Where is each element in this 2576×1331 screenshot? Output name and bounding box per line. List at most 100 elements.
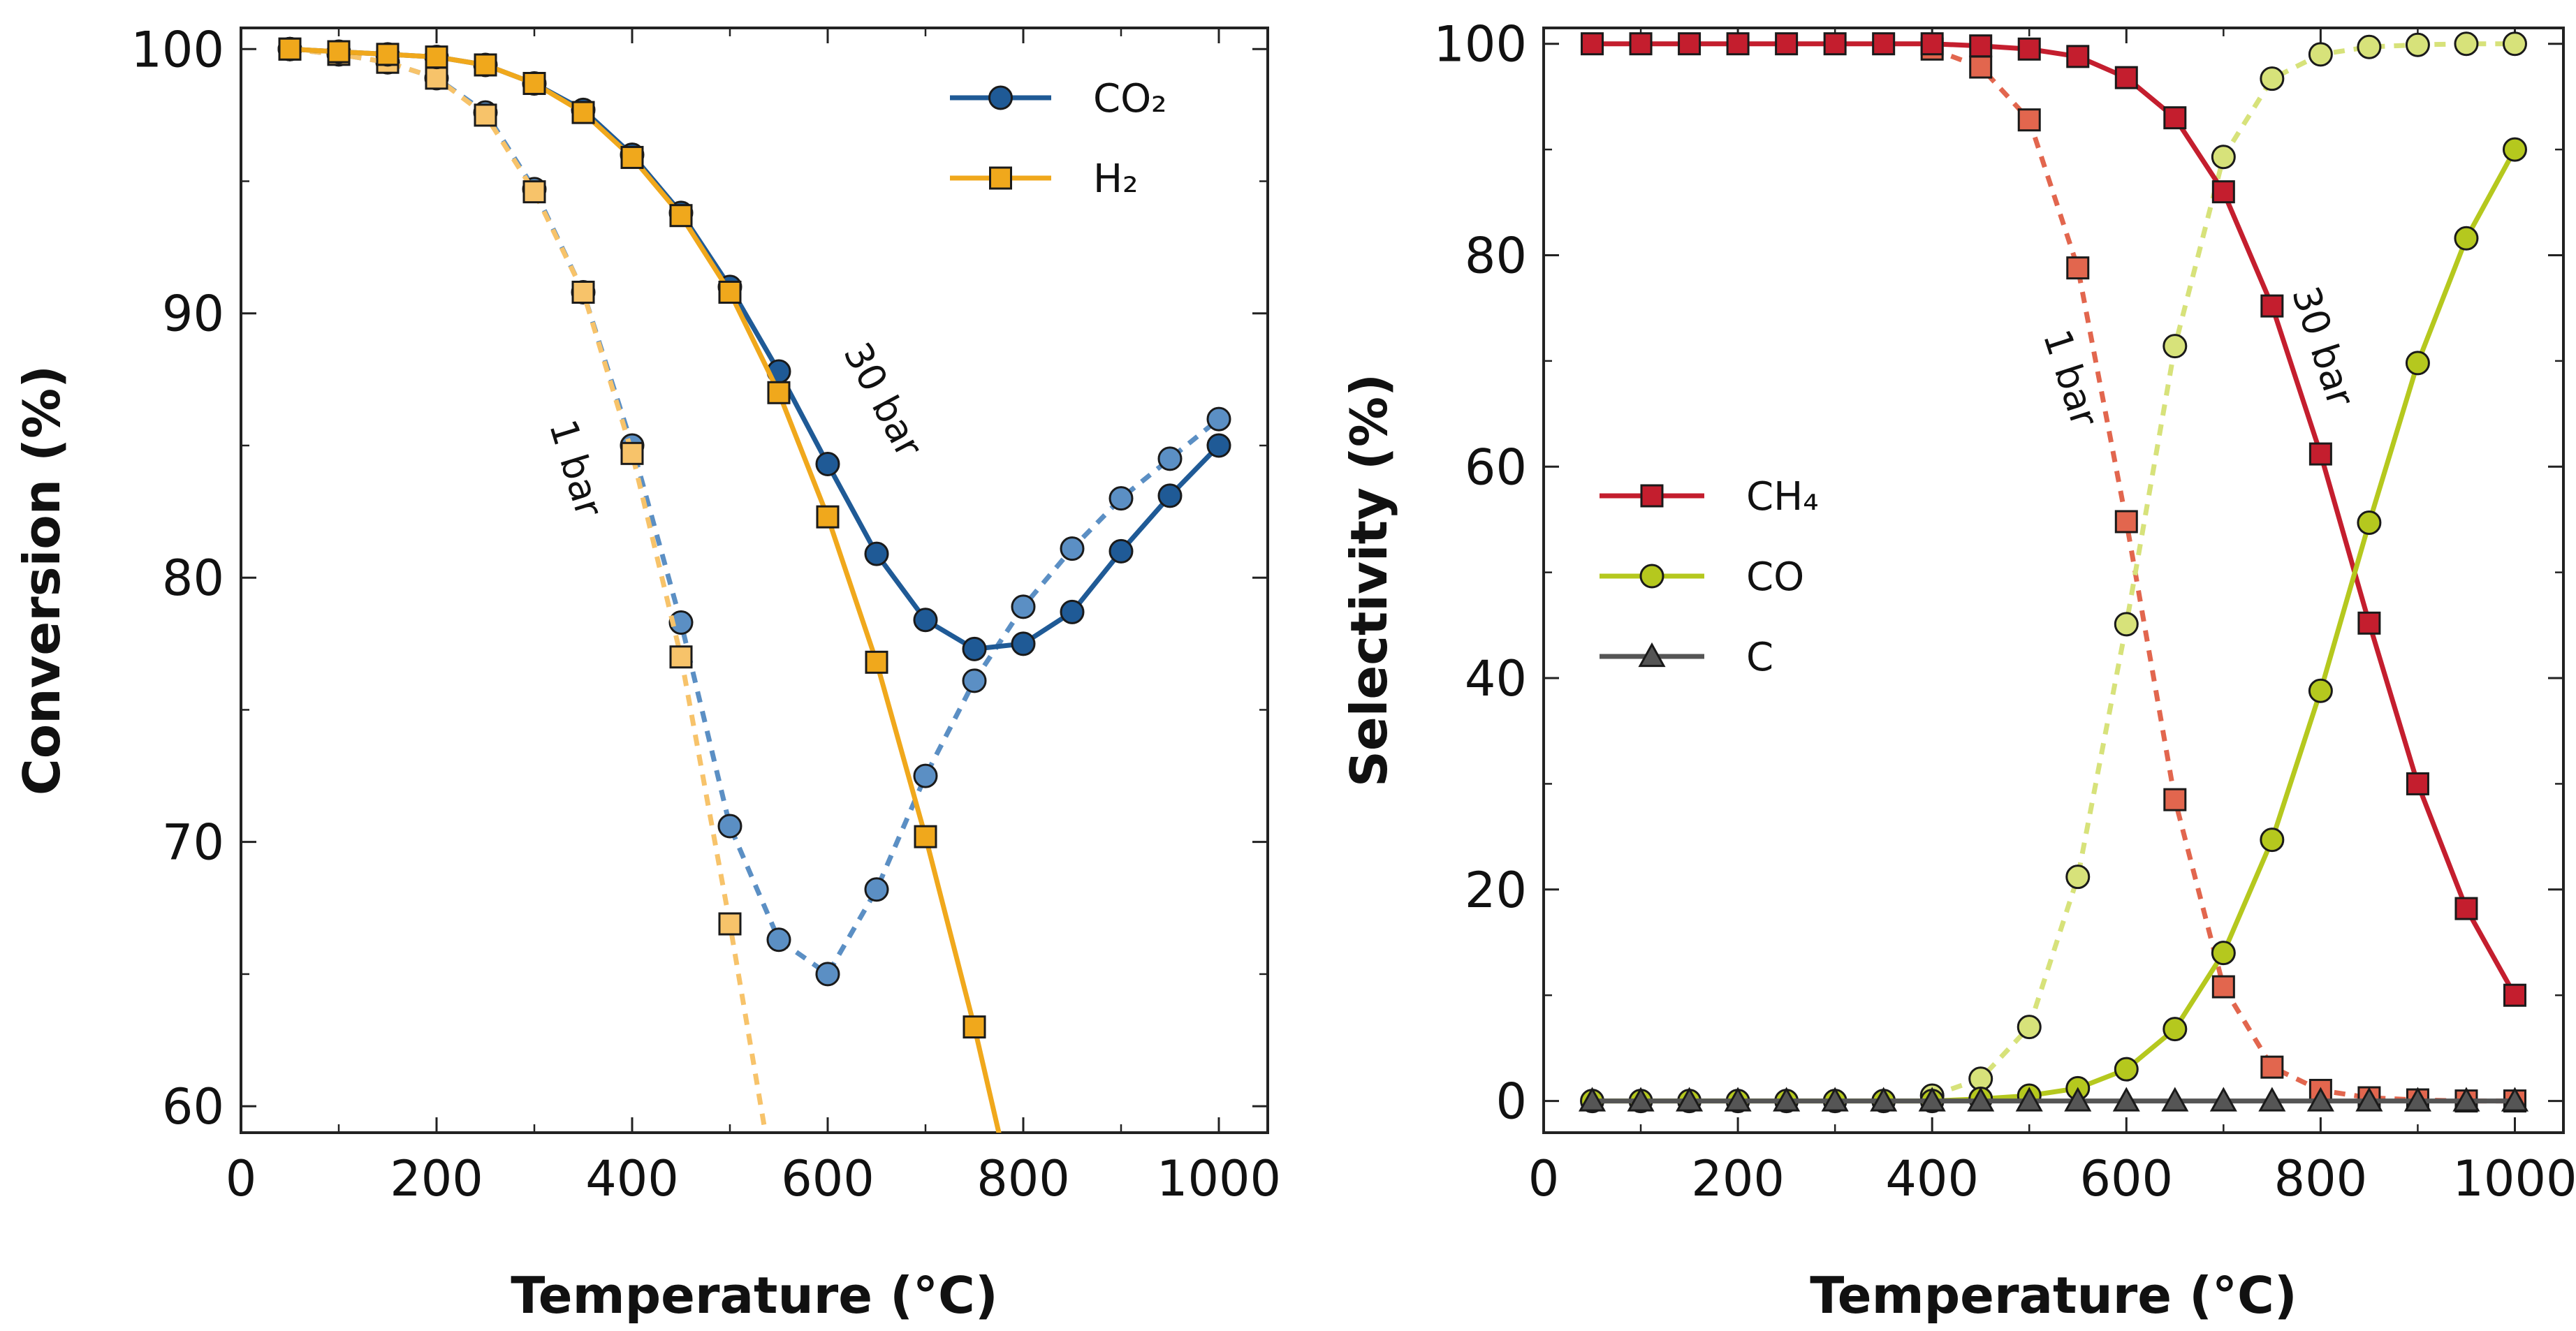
x-tick-label: 800 bbox=[976, 1150, 1070, 1207]
x-tick-label: 600 bbox=[2079, 1150, 2173, 1207]
data-point bbox=[962, 668, 987, 693]
legend-marker bbox=[1639, 564, 1664, 589]
data-point bbox=[815, 962, 840, 987]
x-tick-label: 0 bbox=[1528, 1150, 1560, 1207]
data-point bbox=[1724, 1087, 1752, 1112]
data-point bbox=[474, 103, 497, 127]
data-point bbox=[1969, 55, 1993, 79]
data-point bbox=[2454, 897, 2478, 920]
data-point bbox=[2112, 1087, 2140, 1112]
annotation-30-bar: 30 bar bbox=[835, 335, 931, 464]
data-point bbox=[2405, 351, 2430, 376]
data-point bbox=[474, 53, 497, 77]
series-co2-1bar bbox=[277, 36, 1231, 987]
data-point bbox=[2454, 31, 2479, 57]
selectivity-plot-area bbox=[1578, 31, 2529, 1114]
data-point bbox=[1969, 34, 1993, 58]
selectivity-chart: 0 200 400 600 800 1000 0 20 40 60 80 100 Temperature… bbox=[1340, 16, 2576, 1325]
data-point bbox=[913, 763, 938, 788]
data-point bbox=[1581, 32, 1604, 56]
y-tick-label: 100 bbox=[1433, 16, 1527, 73]
data-point bbox=[2114, 510, 2138, 534]
data-point bbox=[1060, 599, 1085, 624]
data-point bbox=[718, 912, 742, 936]
series-c-30bar bbox=[1578, 1087, 2529, 1112]
data-point bbox=[963, 1015, 986, 1039]
data-point bbox=[2114, 612, 2139, 637]
data-point bbox=[2355, 1087, 2383, 1112]
selectivity-plot-frame bbox=[1542, 27, 2565, 1134]
data-point bbox=[1920, 32, 1944, 56]
data-point bbox=[1967, 1087, 1995, 1112]
data-point bbox=[2017, 37, 2041, 61]
legend-marker bbox=[989, 166, 1012, 190]
conversion-chart: 0 200 400 600 800 1000 60 70 80 90 100 Temperature … bbox=[13, 21, 1281, 1325]
data-point bbox=[914, 825, 937, 848]
data-point bbox=[425, 45, 448, 69]
data-point bbox=[2163, 106, 2187, 130]
data-point bbox=[2258, 1087, 2286, 1112]
data-point bbox=[1157, 446, 1183, 471]
data-point bbox=[1011, 594, 1036, 619]
series-co-30bar bbox=[1580, 137, 2527, 1114]
data-point bbox=[1060, 536, 1085, 561]
data-point bbox=[2357, 611, 2381, 635]
data-point bbox=[2162, 334, 2188, 359]
data-point bbox=[1821, 1087, 1849, 1112]
data-point bbox=[2403, 1087, 2431, 1112]
data-point bbox=[2066, 45, 2090, 68]
x-tick-label: 200 bbox=[1691, 1150, 1785, 1207]
data-point bbox=[669, 645, 693, 669]
data-point bbox=[2357, 510, 2382, 535]
x-tick-label: 1000 bbox=[2452, 1150, 2576, 1207]
series-line bbox=[289, 46, 768, 1133]
data-point bbox=[2163, 788, 2187, 811]
data-point bbox=[717, 814, 742, 839]
data-point bbox=[1678, 32, 1702, 56]
data-point bbox=[2502, 137, 2527, 162]
y-tick-label: 70 bbox=[162, 814, 224, 872]
y-tick-label: 100 bbox=[131, 21, 224, 78]
data-point bbox=[1108, 538, 1134, 564]
data-point bbox=[718, 280, 742, 304]
series-co2-30bar bbox=[277, 36, 1231, 661]
x-tick-label: 400 bbox=[585, 1150, 679, 1207]
data-point bbox=[2015, 1087, 2043, 1112]
y-tick-label: 60 bbox=[162, 1078, 224, 1135]
legend-marker bbox=[988, 85, 1013, 110]
data-point bbox=[865, 650, 888, 674]
data-point bbox=[2260, 294, 2284, 318]
data-point bbox=[815, 451, 840, 476]
data-point bbox=[2114, 1057, 2139, 1082]
series-ch4-30bar bbox=[1581, 32, 2526, 1007]
data-point bbox=[2260, 66, 2285, 91]
data-point bbox=[2306, 1087, 2334, 1112]
data-point bbox=[2211, 145, 2236, 170]
data-point bbox=[1157, 483, 1183, 508]
legend-label-c: C bbox=[1746, 635, 1773, 680]
data-point bbox=[1870, 1087, 1898, 1112]
data-point bbox=[278, 37, 302, 61]
series-line bbox=[289, 46, 1221, 652]
legend-marker bbox=[1638, 642, 1666, 668]
series-h2-1bar bbox=[278, 37, 768, 1133]
y-tick-label: 0 bbox=[1495, 1073, 1527, 1131]
annotation-1-bar: 1 bar bbox=[2035, 325, 2107, 432]
x-axis-title: Temperature (°C) bbox=[1810, 1266, 2297, 1325]
legend-label-ch4: CH₄ bbox=[1746, 474, 1819, 520]
data-point bbox=[2406, 772, 2429, 795]
data-point bbox=[816, 505, 840, 529]
data-point bbox=[2357, 34, 2382, 59]
data-point bbox=[2162, 1017, 2188, 1042]
conversion-plot-area bbox=[277, 36, 1231, 1133]
y-tick-label: 20 bbox=[1465, 862, 1527, 919]
data-point bbox=[2308, 678, 2333, 703]
data-point bbox=[2503, 983, 2526, 1007]
x-tick-label: 400 bbox=[1885, 1150, 1979, 1207]
data-point bbox=[2308, 442, 2332, 466]
data-point bbox=[2452, 1087, 2480, 1112]
data-point bbox=[1629, 32, 1653, 56]
data-point bbox=[864, 541, 889, 566]
y-axis-title: Conversion (%) bbox=[13, 365, 71, 795]
x-tick-label: 200 bbox=[390, 1150, 483, 1207]
